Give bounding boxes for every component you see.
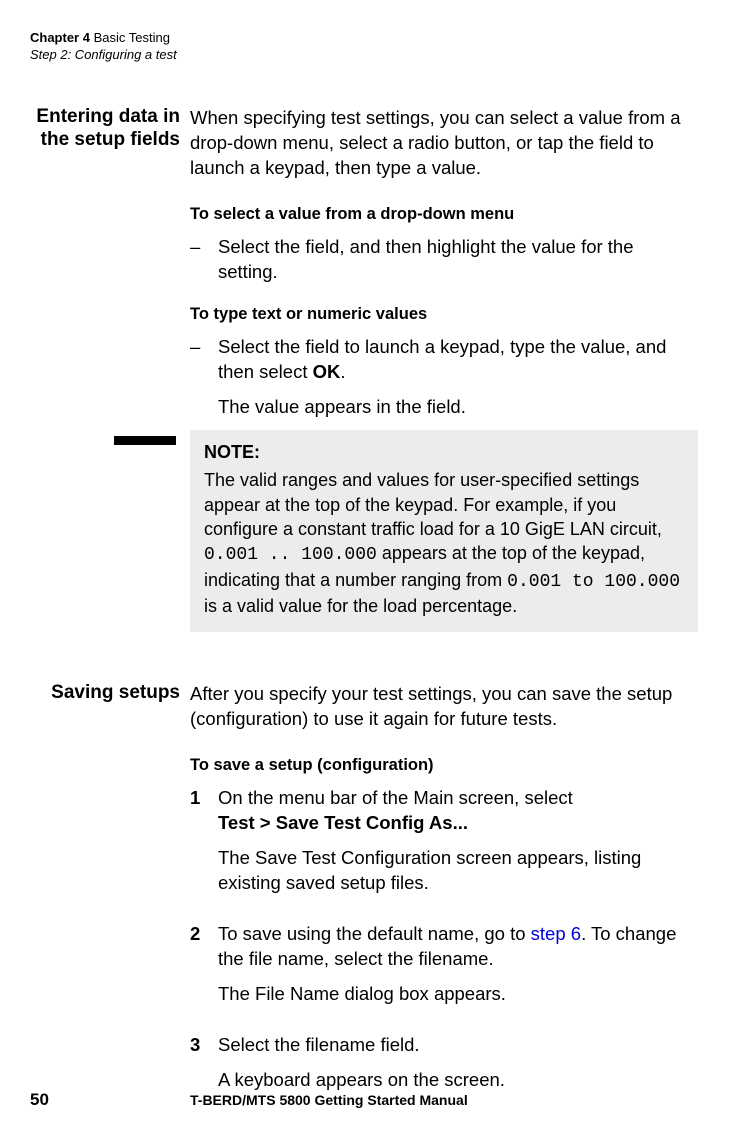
step-2-body: To save using the default name, go to st…	[218, 922, 698, 1023]
step-1-menu: Test > Save Test Config As...	[218, 812, 468, 833]
note-label: NOTE:	[204, 440, 684, 464]
note-bar-icon	[114, 436, 176, 445]
step-6-link[interactable]: step 6	[531, 923, 581, 944]
step-1-a: On the menu bar of the Main screen, sele…	[218, 787, 573, 808]
note-a: The valid ranges and values for user-spe…	[204, 470, 662, 539]
chapter-label: Chapter 4 Basic Testing	[30, 30, 698, 47]
step-2-follow: The File Name dialog box appears.	[218, 982, 698, 1007]
type-text-a: Select the field to launch a keypad, typ…	[218, 336, 666, 382]
subheading-save-config: To save a setup (configuration)	[190, 754, 698, 776]
dash-text-dropdown: Select the field, and then highlight the…	[218, 235, 698, 285]
section-heading-entering: Entering data in the setup fields	[30, 106, 190, 152]
note-c: is a valid value for the load percentage…	[204, 596, 517, 616]
step-1-num: 1	[190, 786, 218, 912]
step-label: Step 2: Configuring a test	[30, 47, 698, 64]
subheading-dropdown: To select a value from a drop-down menu	[190, 203, 698, 225]
page-content: Entering data in the setup fields When s…	[30, 106, 698, 1103]
intro-para: When specifying test settings, you can s…	[190, 106, 698, 181]
step-1: 1 On the menu bar of the Main screen, se…	[190, 786, 698, 912]
step-3-num: 3	[190, 1033, 218, 1093]
section-heading-saving: Saving setups	[30, 682, 190, 705]
step-2-num: 2	[190, 922, 218, 1023]
note-code2: 0.001 to 100.000	[507, 572, 680, 592]
dash-text-type: Select the field to launch a keypad, typ…	[218, 335, 698, 420]
section-saving-setups: Saving setups After you specify your tes…	[30, 682, 698, 1103]
step-2-a: To save using the default name, go to	[218, 923, 531, 944]
note-text: The valid ranges and values for user-spe…	[204, 468, 684, 618]
note-code1: 0.001 .. 100.000	[204, 545, 377, 565]
type-follow: The value appears in the field.	[218, 395, 698, 420]
saving-intro: After you specify your test settings, yo…	[190, 682, 698, 732]
page-footer: 50 T-BERD/MTS 5800 Getting Started Manua…	[30, 1090, 698, 1110]
step-2: 2 To save using the default name, go to …	[190, 922, 698, 1023]
dash-marker: –	[190, 335, 218, 420]
step-3-text: Select the filename field.	[218, 1034, 420, 1055]
page-header: Chapter 4 Basic Testing Step 2: Configur…	[30, 30, 698, 64]
ok-label: OK	[313, 361, 341, 382]
step-1-follow: The Save Test Configuration screen appea…	[218, 846, 698, 896]
dash-item-dropdown: – Select the field, and then highlight t…	[190, 235, 698, 285]
section-body-saving: After you specify your test settings, yo…	[190, 682, 698, 1103]
subheading-type-text: To type text or numeric values	[190, 303, 698, 325]
step-3-body: Select the filename field. A keyboard ap…	[218, 1033, 698, 1093]
dash-marker: –	[190, 235, 218, 285]
section-body-entering: When specifying test settings, you can s…	[190, 106, 698, 632]
section-entering-data: Entering data in the setup fields When s…	[30, 106, 698, 632]
dash-item-type-text: – Select the field to launch a keypad, t…	[190, 335, 698, 420]
type-text-b: .	[340, 361, 345, 382]
footer-title: T-BERD/MTS 5800 Getting Started Manual	[190, 1092, 468, 1108]
step-3: 3 Select the filename field. A keyboard …	[190, 1033, 698, 1093]
step-1-body: On the menu bar of the Main screen, sele…	[218, 786, 698, 912]
note-box: NOTE: The valid ranges and values for us…	[190, 430, 698, 632]
page-number: 50	[30, 1090, 190, 1110]
